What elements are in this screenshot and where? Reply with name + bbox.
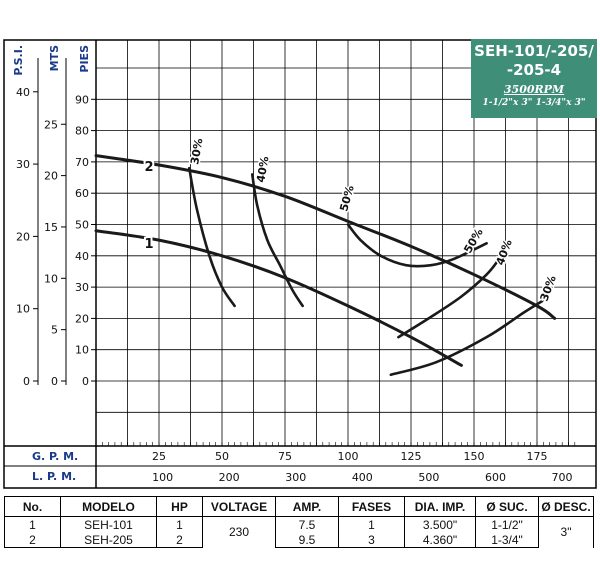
lpm-tick-label: 400 <box>352 471 373 484</box>
cell-no: 1 <box>4 516 61 532</box>
efficiency-curve <box>250 173 304 308</box>
psi-tick-label: 10 <box>16 303 30 316</box>
pies-tick-label: 20 <box>75 312 89 325</box>
curve-2 <box>94 154 557 320</box>
gpm-tick-label: 125 <box>401 450 422 463</box>
cell-fases: 3 <box>338 532 405 548</box>
psi-tick-label: 30 <box>16 158 30 171</box>
cell-desc: 3" <box>538 516 594 548</box>
gpm-tick-label: 175 <box>527 450 548 463</box>
cell-hp: 2 <box>156 532 203 548</box>
efficiency-label: 50% <box>461 226 485 255</box>
efficiency-label: 40% <box>254 155 271 183</box>
cell-amp: 9.5 <box>275 532 339 548</box>
header-modelo: MODELO <box>60 496 157 517</box>
cell-dia-imp: 3.500" <box>404 516 476 532</box>
mts-tick-label: 15 <box>44 221 58 234</box>
header-desc: Ø DESC. <box>538 496 594 517</box>
cell-fases: 1 <box>338 516 405 532</box>
gpm-tick-label: 100 <box>338 450 359 463</box>
mts-tick-label: 0 <box>51 375 58 388</box>
pipe-sizes-label: 1-1/2"x 3" 1-3/4"x 3" <box>482 98 586 108</box>
header-dia-imp: DIA. IMP. <box>404 496 476 517</box>
mts-tick-label: 5 <box>51 324 58 337</box>
curve-label-2: 2 <box>144 160 153 175</box>
lpm-row-label: L. P. M. <box>32 470 76 483</box>
cell-modelo: SEH-205 <box>60 532 157 548</box>
pies-tick-label: 50 <box>75 219 89 232</box>
pies-tick-label: 90 <box>75 93 89 106</box>
mts-tick-label: 10 <box>44 272 58 285</box>
psi-tick-label: 20 <box>16 230 30 243</box>
chart-frame <box>3 39 597 489</box>
table-row: 1 SEH-101 1 230 7.5 1 3.500" 1-1/2" 3" <box>4 516 594 548</box>
cell-amp: 7.5 <box>275 516 339 532</box>
header-amp: AMP. <box>275 496 339 517</box>
lpm-tick-label: 200 <box>219 471 240 484</box>
pump-performance-chart: P.S.I. MTS PIES010203040051015202501020304… <box>3 39 597 489</box>
efficiency-curve <box>389 298 546 377</box>
efficiency-curve <box>397 257 501 339</box>
cell-dia-imp: 4.360" <box>404 532 476 548</box>
pies-tick-label: 10 <box>75 344 89 357</box>
gpm-row-label: G. P. M. <box>32 450 78 463</box>
cell-suc: 1-1/2" <box>475 516 539 532</box>
pies-tick-label: 60 <box>75 187 89 200</box>
pies-tick-label: 70 <box>75 156 89 169</box>
specs-header-row: No. MODELO HP VOLTAGE AMP. FASES DIA. IM… <box>4 496 594 517</box>
gpm-tick-label: 150 <box>464 450 485 463</box>
gpm-tick-label: 50 <box>215 450 229 463</box>
efficiency-curve <box>187 166 236 308</box>
pies-axis-label: PIES <box>78 45 91 73</box>
psi-tick-label: 0 <box>23 375 30 388</box>
efficiency-label: 30% <box>188 137 205 165</box>
efficiency-label: 30% <box>538 274 559 303</box>
psi-axis-label: P.S.I. <box>12 45 25 76</box>
cell-suc: 1-3/4" <box>475 532 539 548</box>
title-box: SEH-101/-205/ -205-4 3500RPM 1-1/2"x 3" … <box>471 39 597 118</box>
pies-tick-label: 40 <box>75 250 89 263</box>
pies-tick-label: 80 <box>75 125 89 138</box>
rpm-label: 3500RPM <box>503 83 565 96</box>
header-hp: HP <box>156 496 203 517</box>
lpm-tick-label: 600 <box>485 471 506 484</box>
header-voltage: VOLTAGE <box>202 496 276 517</box>
cell-modelo: SEH-101 <box>60 516 157 532</box>
cell-voltage: 230 <box>202 516 276 548</box>
header-fases: FASES <box>338 496 405 517</box>
mts-axis-label: MTS <box>48 45 61 71</box>
curve-label-1: 1 <box>144 237 153 252</box>
model-title: SEH-101/-205/ -205-4 <box>474 42 594 79</box>
lpm-tick-label: 700 <box>552 471 573 484</box>
efficiency-label: 40% <box>494 238 515 267</box>
pies-tick-label: 0 <box>82 375 89 388</box>
header-suc: Ø SUC. <box>475 496 539 517</box>
gpm-tick-label: 25 <box>152 450 166 463</box>
lpm-tick-label: 300 <box>285 471 306 484</box>
efficiency-label: 50% <box>337 184 356 213</box>
efficiency-curve <box>346 223 488 268</box>
lpm-tick-label: 100 <box>152 471 173 484</box>
table-row: 2 SEH-205 2 9.5 3 4.360" 1-3/4" <box>4 532 594 548</box>
cell-hp: 1 <box>156 516 203 532</box>
pies-tick-label: 30 <box>75 281 89 294</box>
psi-tick-label: 40 <box>16 86 30 99</box>
cell-no: 2 <box>4 532 61 548</box>
lpm-tick-label: 500 <box>418 471 439 484</box>
header-no: No. <box>4 496 61 517</box>
gpm-tick-label: 75 <box>278 450 292 463</box>
mts-tick-label: 20 <box>44 170 58 183</box>
specs-table: No. MODELO HP VOLTAGE AMP. FASES DIA. IM… <box>4 496 594 548</box>
mts-tick-label: 25 <box>44 118 58 131</box>
